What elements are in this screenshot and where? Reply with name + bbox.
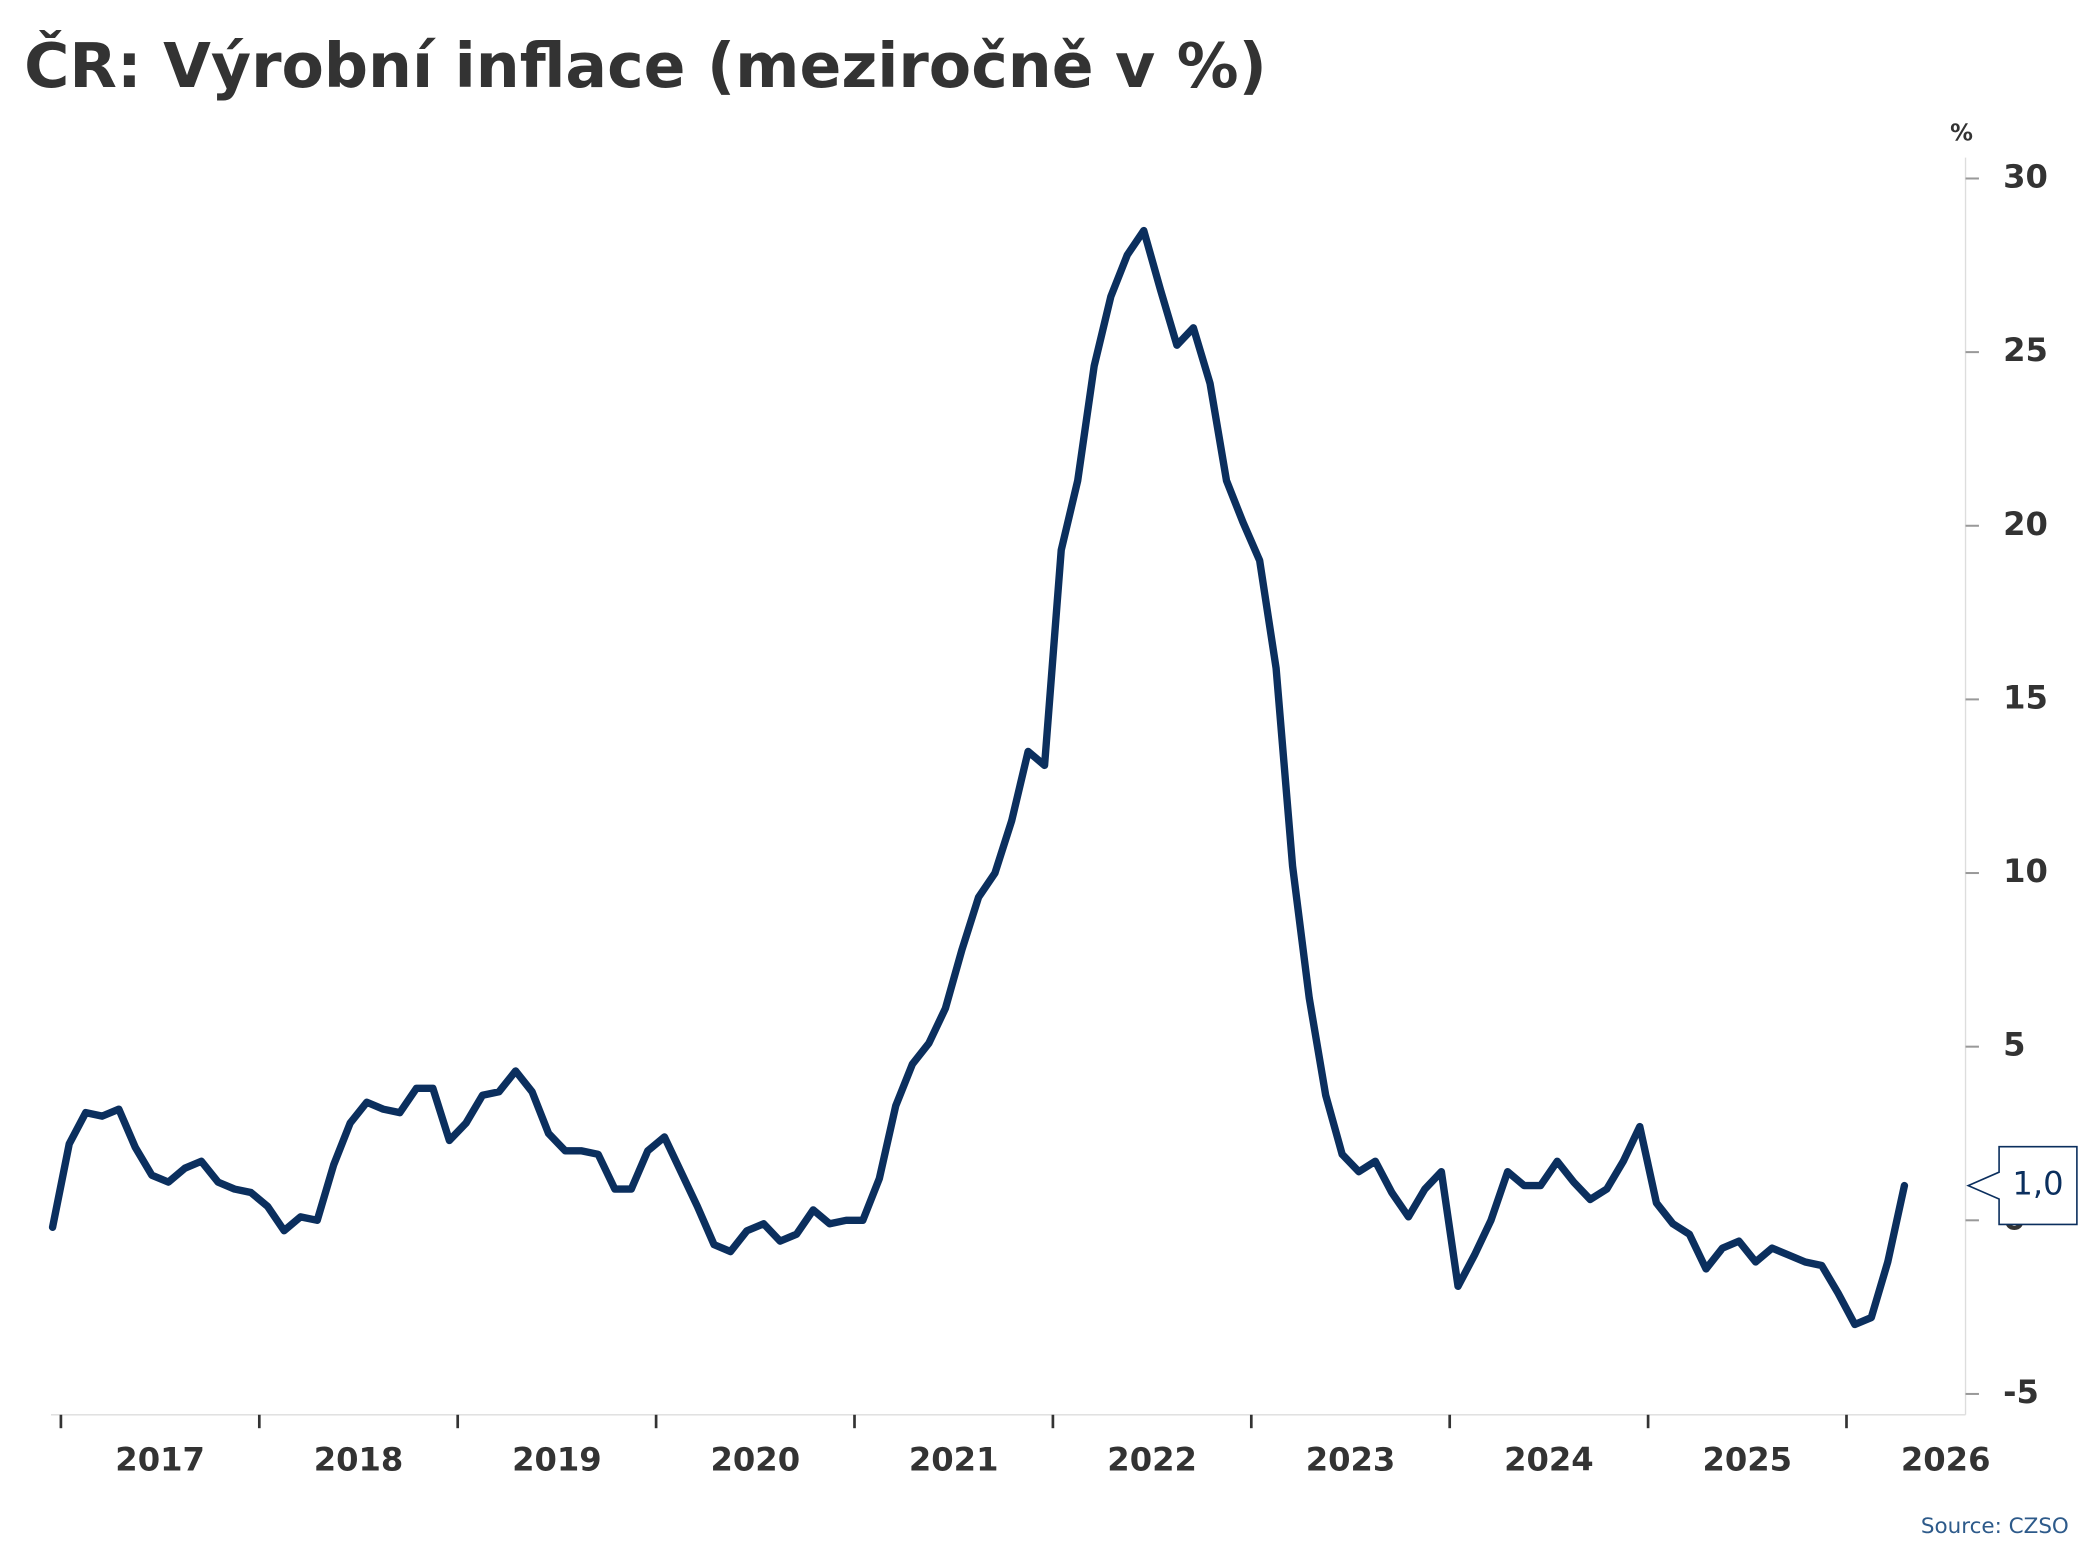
x-tick-label: 2019 <box>512 1441 602 1479</box>
source: Source: CZSO <box>1921 1514 2069 1539</box>
y-tick-label: 15 <box>2003 678 2048 716</box>
y-tick-label: 30 <box>2003 157 2048 195</box>
x-tick-label: 2018 <box>314 1441 404 1479</box>
x-tick-label: 2023 <box>1306 1441 1396 1479</box>
y-tick-label: 10 <box>2003 852 2048 890</box>
chart-title: ČR: Výrobní inflace (meziročně v %) <box>24 29 1267 102</box>
x-tick-label: 2026 <box>1901 1441 1991 1479</box>
callout-box <box>1966 1145 2078 1226</box>
line <box>48 226 1909 1329</box>
y-tick-label: 20 <box>2003 505 2048 543</box>
x-tick-label: 2024 <box>1504 1441 1594 1479</box>
x-tick-label: 2021 <box>909 1441 999 1479</box>
x-tick-label: 2020 <box>711 1441 801 1479</box>
x-tick-label: 2022 <box>1107 1441 1197 1479</box>
callout-label: 1,0 <box>2012 1165 2063 1203</box>
x-tick-label: 2025 <box>1703 1441 1793 1479</box>
y-unit: % <box>1950 121 1973 147</box>
x-tick-label: 2017 <box>115 1441 205 1479</box>
y-tick-label: 25 <box>2003 331 2048 369</box>
y-tick-label: 5 <box>2003 1026 2025 1064</box>
y-tick-label: -5 <box>2003 1373 2039 1411</box>
